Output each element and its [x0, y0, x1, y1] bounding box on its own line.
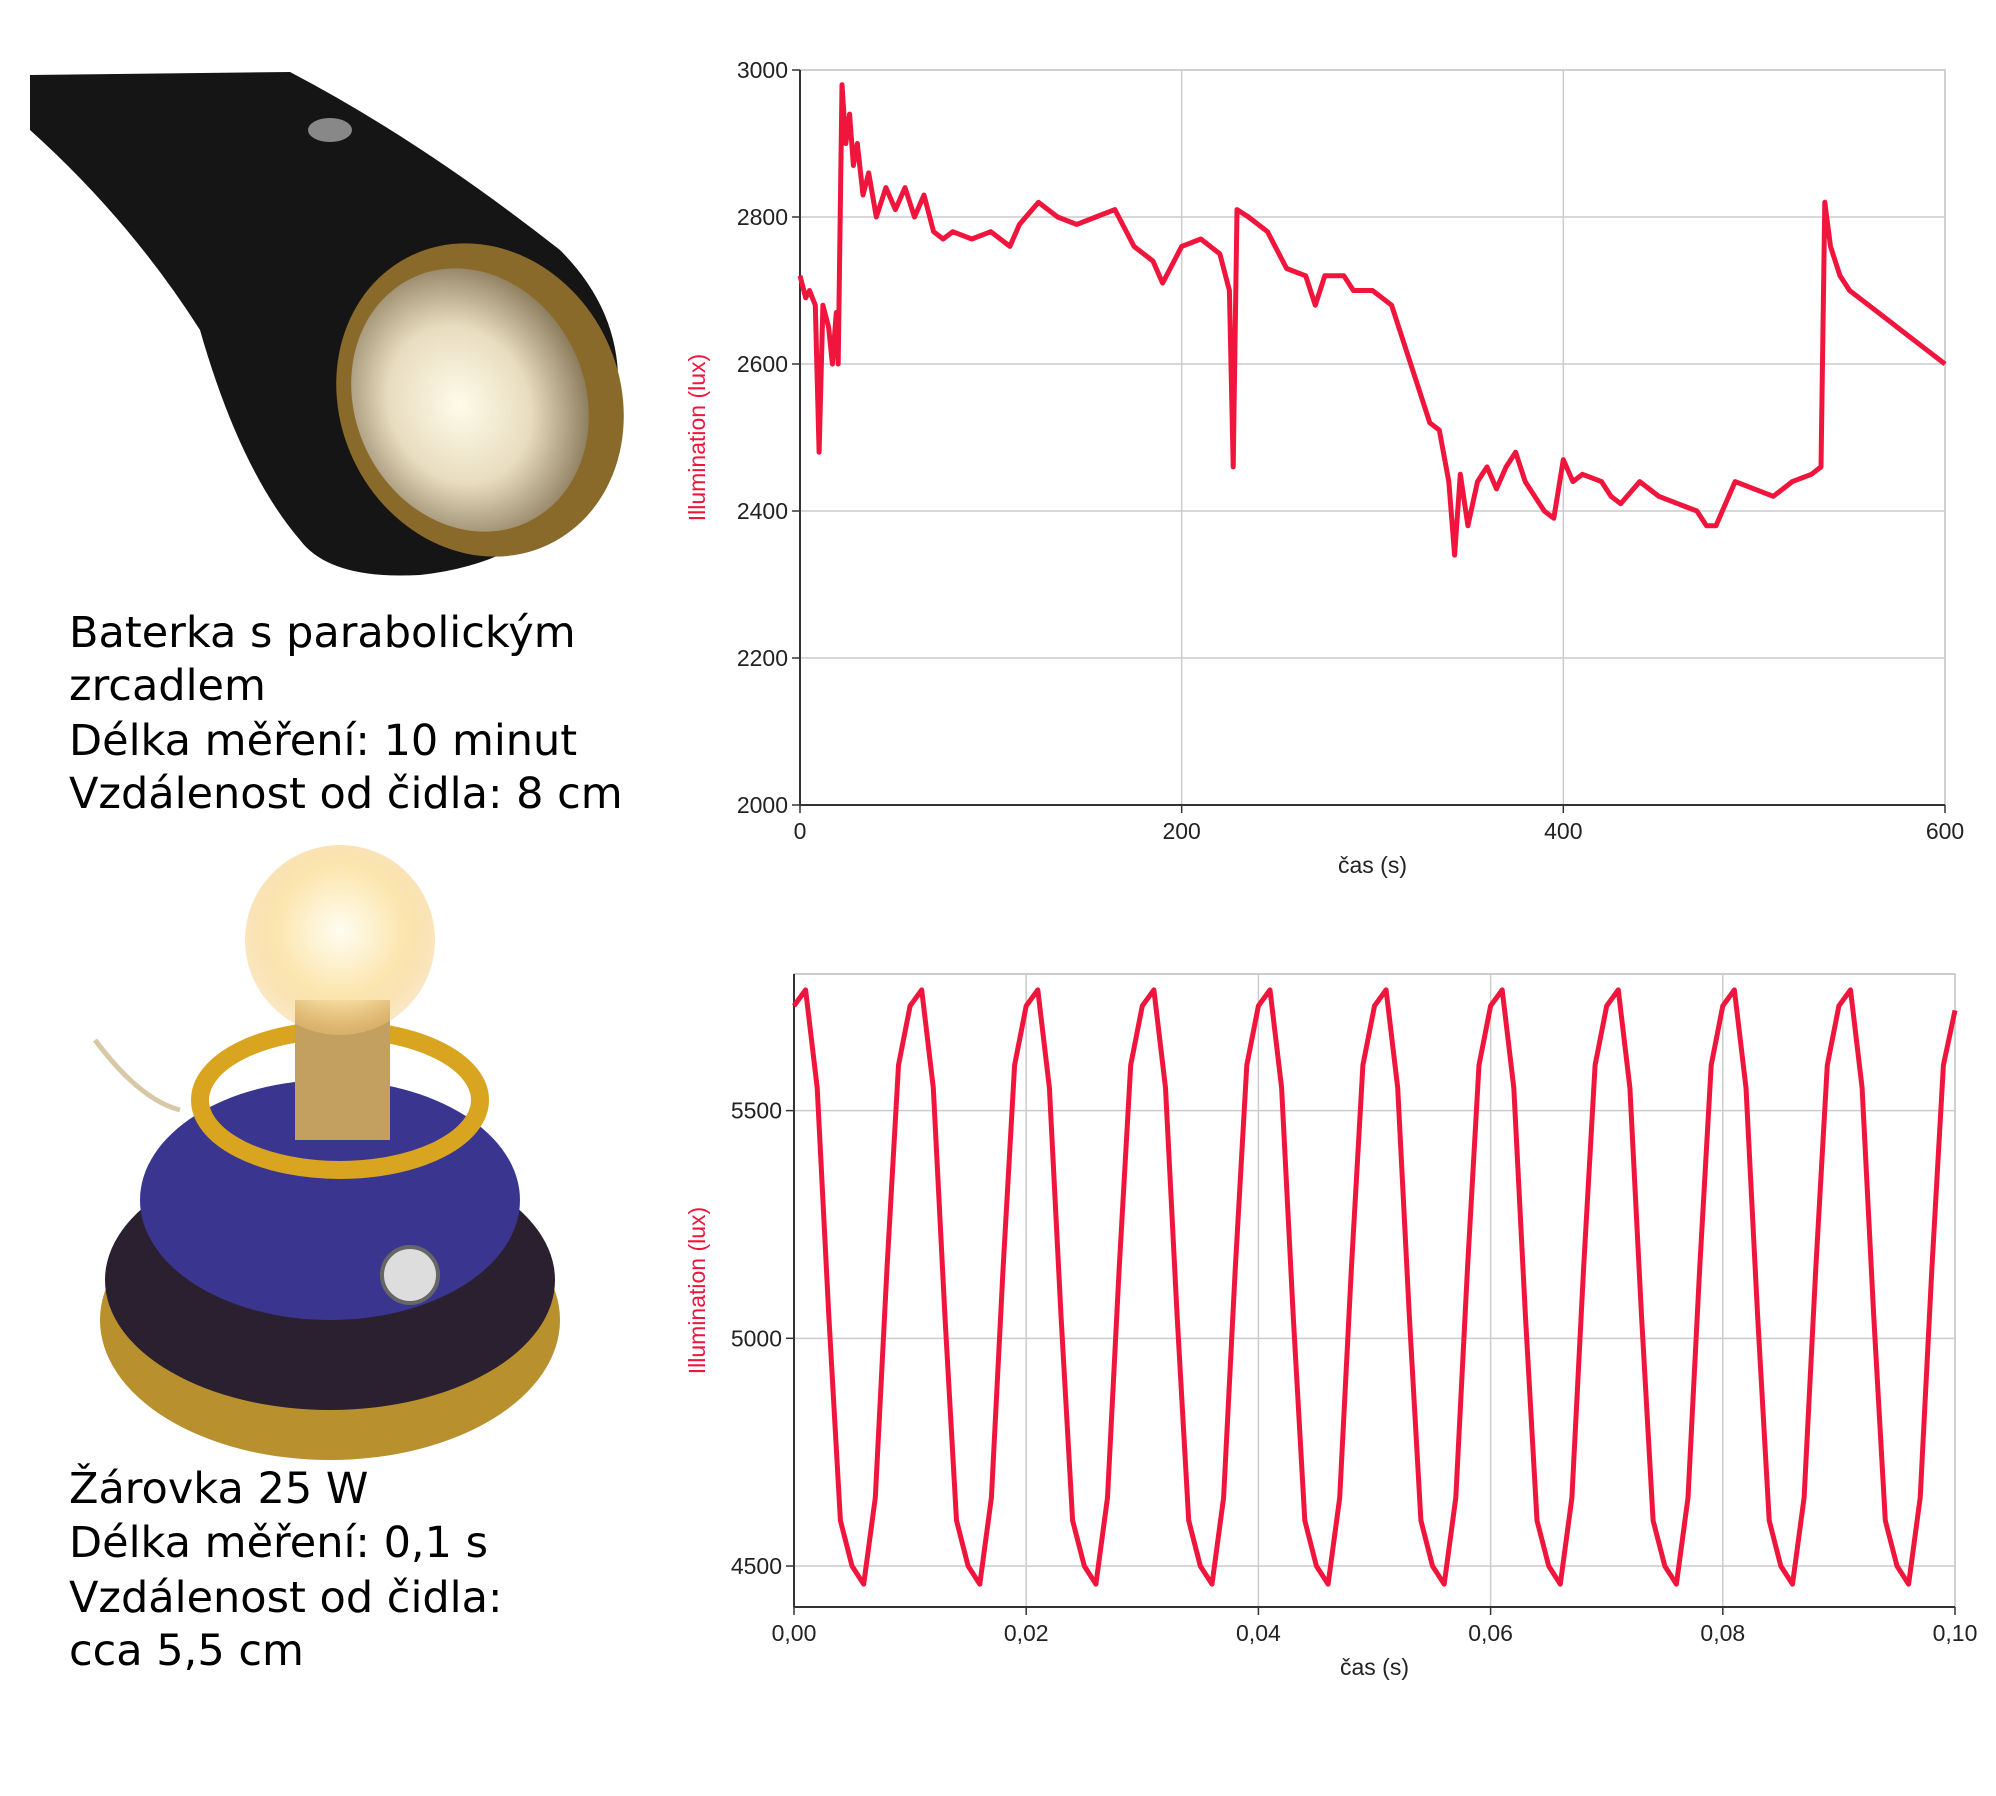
y-tick-label: 5000	[731, 1325, 782, 1351]
y-tick-label: 5500	[731, 1098, 782, 1124]
data-line	[797, 82, 1947, 558]
caption-line: Žárovka 25 W	[69, 1463, 368, 1514]
x-axis-label: čas (s)	[1338, 852, 1407, 878]
plot-frame	[799, 69, 1946, 806]
y-tick-label: 2000	[737, 792, 788, 818]
chart: 0 200 400 600 2000 2200 2400 2600 2800 3000 čas (s…	[684, 57, 1964, 878]
x-tick-label: 0,06	[1468, 1620, 1513, 1646]
y-tick-label: 2600	[737, 351, 788, 377]
lamp-photo	[93, 845, 560, 1460]
caption-line: Vzdálenost od čidla: 8 cm	[69, 769, 623, 819]
y-tick-label: 2400	[737, 498, 788, 524]
caption-line: zrcadlem	[69, 661, 266, 711]
x-tick-label: 0	[794, 818, 807, 844]
y-axis-label: Illumination (lux)	[684, 1207, 710, 1374]
y-tick-label: 2200	[737, 645, 788, 671]
x-tick-label: 200	[1162, 818, 1200, 844]
flashlight-photo	[30, 72, 624, 576]
y-axis-label: Illumination (lux)	[684, 354, 710, 521]
y-tick-label: 2800	[737, 204, 788, 230]
x-tick-label: 0,10	[1933, 1620, 1978, 1646]
plot-frame	[793, 973, 1956, 1608]
chart: 0,00 0,02 0,04 0,06 0,08 0,10 4500 5000 5500 čas …	[684, 973, 1978, 1680]
caption-line: Baterka s parabolickým	[69, 608, 576, 658]
caption-line: Vzdálenost od čidla:	[69, 1573, 502, 1623]
y-tick-label: 4500	[731, 1553, 782, 1579]
caption-line: Délka měření: 10 minut	[69, 716, 577, 766]
y-tick-label: 3000	[737, 57, 788, 83]
x-tick-label: 0,02	[1004, 1620, 1049, 1646]
x-tick-label: 0,08	[1700, 1620, 1745, 1646]
data-line	[791, 987, 1958, 1587]
x-tick-label: 0,00	[772, 1620, 817, 1646]
caption-line: cca 5,5 cm	[69, 1626, 304, 1676]
x-axis-label: čas (s)	[1340, 1654, 1409, 1680]
x-tick-label: 600	[1926, 818, 1964, 844]
x-tick-label: 0,04	[1236, 1620, 1281, 1646]
x-tick-label: 400	[1544, 818, 1582, 844]
caption-line: Délka měření: 0,1 s	[69, 1518, 488, 1568]
